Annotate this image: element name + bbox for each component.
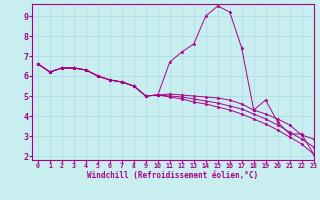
X-axis label: Windchill (Refroidissement éolien,°C): Windchill (Refroidissement éolien,°C): [87, 171, 258, 180]
